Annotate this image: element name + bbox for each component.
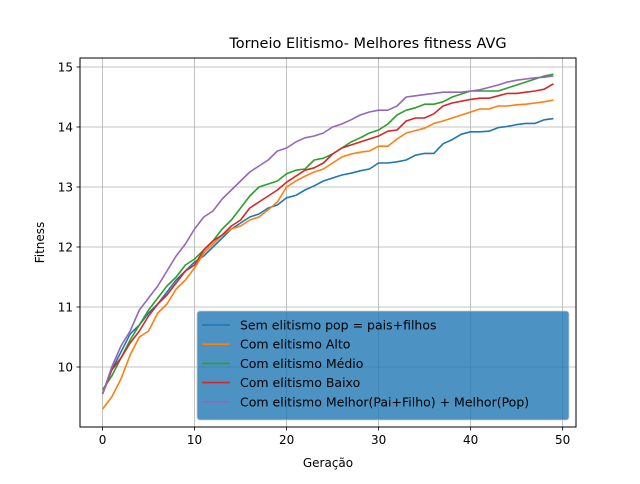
series-line-4 <box>101 83 554 395</box>
series-line-3 <box>101 73 554 391</box>
series-line-2 <box>101 99 554 410</box>
axis-ticks: 0 10 20 30 40 50 10 11 12 13 14 15 <box>58 61 571 448</box>
series-lines <box>101 73 554 410</box>
y-tick-label: 15 <box>58 61 73 75</box>
y-axis-label: Fitness <box>33 222 47 264</box>
x-tick-label: 10 <box>187 433 202 447</box>
plot-frame <box>79 57 577 428</box>
legend-label: Sem elitismo pop = pais+filhos <box>240 318 437 333</box>
legend: Sem elitismo pop = pais+filhos Com elitis… <box>196 310 570 421</box>
series-line-1 <box>101 117 554 395</box>
y-tick-label: 12 <box>58 241 73 255</box>
y-tick-label: 13 <box>58 181 73 195</box>
chart-title: Torneio Elitismo- Melhores fitness AVG <box>228 36 506 52</box>
y-tick-label: 14 <box>58 121 73 135</box>
x-tick-label: 0 <box>99 433 107 447</box>
x-tick-label: 20 <box>279 433 294 447</box>
legend-label: Com elitismo Baixo <box>240 375 360 390</box>
legend-label: Com elitismo Médio <box>240 356 363 371</box>
y-tick-label: 11 <box>58 301 73 315</box>
grid <box>80 58 576 427</box>
x-axis-label: Geração <box>303 456 353 470</box>
legend-box <box>196 310 570 421</box>
series-line-5 <box>101 75 554 395</box>
x-tick-label: 50 <box>555 433 570 447</box>
legend-label: Com elitismo Alto <box>240 337 350 352</box>
x-tick-label: 40 <box>463 433 478 447</box>
y-tick-label: 10 <box>58 361 73 375</box>
x-tick-label: 30 <box>371 433 386 447</box>
legend-label: Com elitismo Melhor(Pai+Filho) + Melhor(… <box>240 394 529 409</box>
